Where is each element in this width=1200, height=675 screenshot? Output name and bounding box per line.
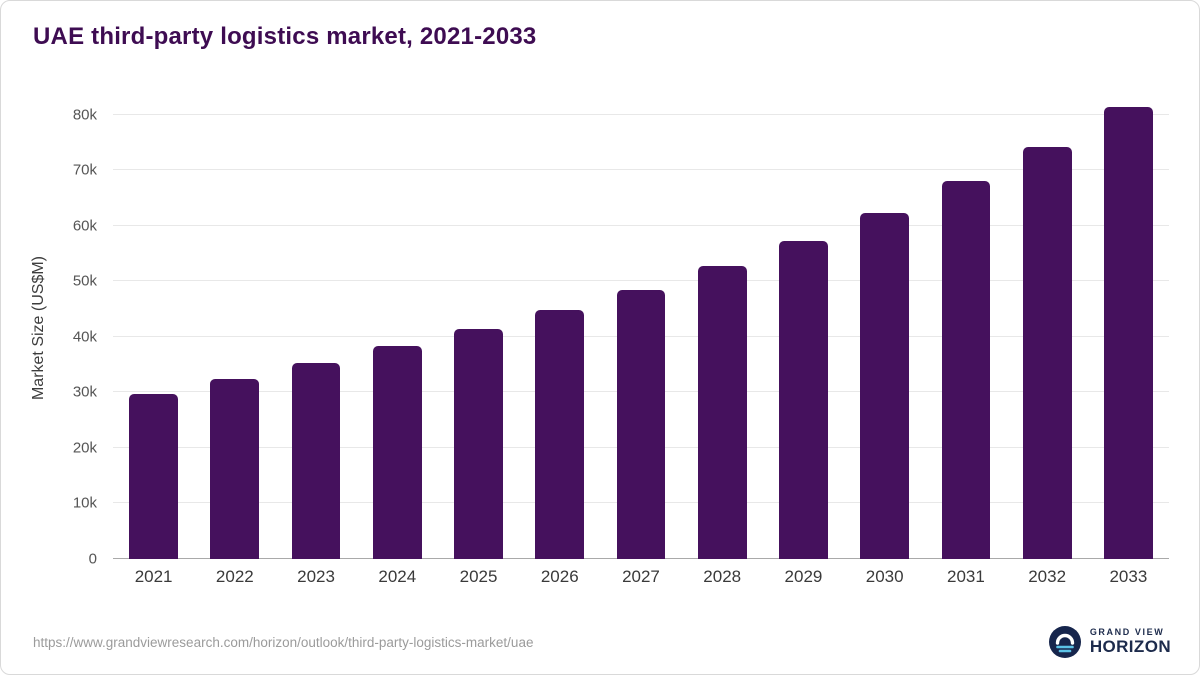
x-tick-label: 2024 <box>378 567 417 586</box>
x-tick-label: 2028 <box>703 567 742 586</box>
bar-2032[interactable] <box>1022 146 1072 559</box>
horizon-logo-icon <box>1048 626 1081 658</box>
gridline <box>113 280 1169 282</box>
bar-2021[interactable] <box>129 393 178 559</box>
y-tick-label: 50k <box>72 272 97 290</box>
x-tick-label: 2021 <box>134 567 173 586</box>
x-tick-label: 2025 <box>459 567 498 586</box>
brand-wordmark: GRAND VIEW HORIZON <box>1089 627 1171 656</box>
y-tick-label: 80k <box>72 106 97 124</box>
bar-2029[interactable] <box>779 240 828 559</box>
y-tick-label: 60k <box>72 217 97 235</box>
y-tick-label: 70k <box>72 161 97 179</box>
source-url: https://www.grandviewresearch.com/horizo… <box>33 635 534 650</box>
bar-2027[interactable] <box>616 290 666 559</box>
brand-name-top: GRAND VIEW <box>1089 627 1165 638</box>
bar-2028[interactable] <box>697 266 747 559</box>
bar-2033[interactable] <box>1104 107 1153 559</box>
x-tick-label: 2033 <box>1109 567 1148 586</box>
y-tick-label: 40k <box>72 328 97 346</box>
x-tick-label: 2032 <box>1028 567 1067 586</box>
y-tick-label: 10k <box>72 494 97 512</box>
x-tick-label: 2030 <box>865 567 904 586</box>
plot-area: 0 10k 20k 30k 40k 50k 60k 70k 80k <box>73 97 1169 567</box>
x-tick-label: 2026 <box>540 567 579 586</box>
y-tick-label: 30k <box>72 383 97 401</box>
bar-2025[interactable] <box>454 328 503 559</box>
y-tick-label: 0 <box>88 550 97 568</box>
chart-title: UAE third-party logistics market, 2021-2… <box>33 23 537 50</box>
gridline <box>113 224 1169 226</box>
bar-2022[interactable] <box>210 378 260 559</box>
x-tick-label: 2031 <box>946 567 985 586</box>
x-tick-label: 2023 <box>297 567 335 586</box>
bar-2031[interactable] <box>941 181 991 559</box>
x-axis: 2021 2022 2023 2024 2025 2026 2027 2028 2029 2030… <box>113 567 1169 593</box>
brand-logo: GRAND VIEW HORIZON <box>1048 626 1171 658</box>
bar-2030[interactable] <box>860 213 910 559</box>
bar-2023[interactable] <box>291 362 341 559</box>
gridline <box>113 113 1169 115</box>
x-tick-label: 2029 <box>784 567 823 586</box>
x-tick-label: 2027 <box>622 567 660 586</box>
brand-name-bottom: HORIZON <box>1089 636 1171 656</box>
bar-2026[interactable] <box>535 310 585 559</box>
gridline <box>113 169 1169 171</box>
x-tick-label: 2022 <box>215 567 254 586</box>
bar-2024[interactable] <box>372 345 422 559</box>
y-tick-label: 20k <box>72 439 97 457</box>
